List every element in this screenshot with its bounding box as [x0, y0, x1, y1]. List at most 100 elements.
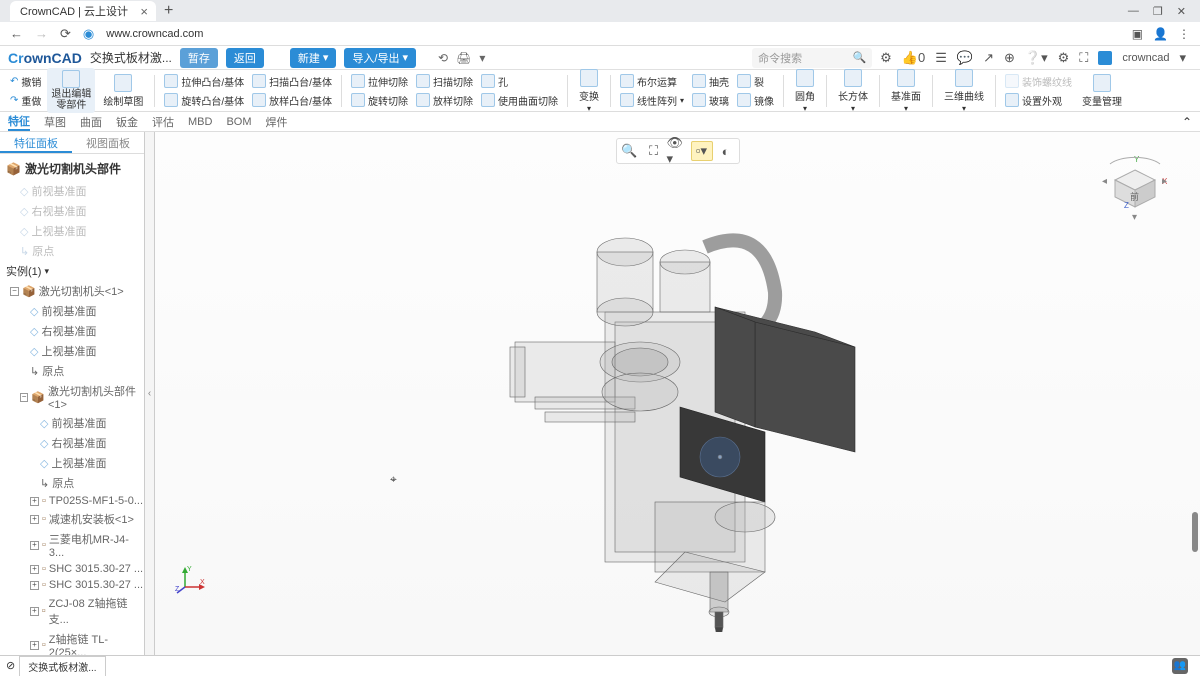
- tree-root[interactable]: 📦激光切割机头部件: [0, 156, 144, 181]
- loft-cut-button[interactable]: 放样切除: [414, 92, 475, 109]
- tree-plane[interactable]: ◇右视基准面: [0, 201, 144, 221]
- tree-part[interactable]: +▫Z轴拖链 TL-2(25×...: [0, 629, 144, 655]
- tree-plane[interactable]: ◇右视基准面: [0, 433, 144, 453]
- bottom-doc-tab[interactable]: 交换式板材激...: [19, 656, 105, 676]
- back-icon[interactable]: ←: [10, 26, 23, 41]
- thread-button[interactable]: 装饰螺纹线: [1003, 73, 1074, 90]
- scrollbar[interactable]: [1192, 512, 1198, 552]
- section-icon[interactable]: ◐: [715, 141, 737, 161]
- presence-icon[interactable]: 👥: [1172, 658, 1188, 674]
- tab-weldment[interactable]: 焊件: [266, 114, 288, 130]
- loft-boss-button[interactable]: 放样凸台/基体: [250, 92, 334, 109]
- toolbar-icon-2[interactable]: 🖨: [456, 51, 471, 65]
- pattern-button[interactable]: 线性阵列▾: [618, 92, 686, 109]
- tree-part[interactable]: +▫TP025S-MF1-5-0...: [0, 493, 144, 509]
- tab-bom[interactable]: BOM: [226, 116, 251, 128]
- hdr-icon-4[interactable]: 💬: [957, 50, 973, 66]
- window-close-icon[interactable]: ✕: [1177, 5, 1186, 18]
- profile-icon[interactable]: 👤: [1153, 27, 1168, 41]
- tree-asm[interactable]: −📦激光切割机头<1>: [0, 281, 144, 301]
- fillet-button[interactable]: 圆角▾: [791, 69, 819, 113]
- forward-icon[interactable]: →: [35, 26, 48, 41]
- tab-evaluate[interactable]: 评估: [152, 114, 174, 130]
- zoom-icon[interactable]: 🔍: [619, 141, 641, 161]
- fit-icon[interactable]: ⛶: [643, 141, 665, 161]
- panel-collapse-icon[interactable]: ‹: [145, 132, 155, 655]
- appearance-button[interactable]: 设置外观: [1003, 92, 1074, 109]
- import-export-button[interactable]: 导入/导出 ▾: [344, 48, 416, 68]
- sweep-cut-button[interactable]: 扫描切除: [414, 73, 475, 90]
- panel-tab-views[interactable]: 视图面板: [72, 132, 144, 153]
- plane-button[interactable]: 基准面▾: [887, 69, 925, 113]
- tree-origin[interactable]: ↳原点: [0, 473, 144, 493]
- tree-plane[interactable]: ◇上视基准面: [0, 453, 144, 473]
- view-cube[interactable]: 前 Y X Z ◂ ▸ ▾: [1100, 152, 1170, 222]
- shell-button[interactable]: 抽壳: [690, 73, 731, 90]
- mirror-button[interactable]: 镜像: [735, 92, 776, 109]
- url-field[interactable]: www.crowncad.com: [106, 28, 1119, 40]
- exit-edit-button[interactable]: 退出编辑 零部件: [47, 68, 95, 113]
- tree-part[interactable]: +▫减速机安装板<1>: [0, 509, 144, 529]
- app-logo[interactable]: CrownCAD: [8, 50, 82, 66]
- cube-button[interactable]: 长方体▾: [834, 69, 872, 113]
- 3d-viewport[interactable]: 🔍 ⛶ 👁▾ ▫▾ ◐: [155, 132, 1200, 655]
- extrude-cut-button[interactable]: 拉伸切除: [349, 73, 410, 90]
- user-name[interactable]: crowncad: [1122, 52, 1169, 64]
- menu-icon[interactable]: ⋮: [1178, 27, 1190, 41]
- ribbon-collapse-icon[interactable]: ⌃: [1182, 115, 1192, 129]
- user-dropdown-icon[interactable]: ▾: [1179, 50, 1186, 66]
- tab-close-icon[interactable]: ×: [140, 4, 148, 19]
- window-minimize-icon[interactable]: —: [1128, 5, 1139, 18]
- sketch-button[interactable]: 绘制草图: [99, 74, 147, 108]
- glass-button[interactable]: 玻璃: [690, 92, 731, 109]
- hdr-icon-7[interactable]: ❔▾: [1025, 50, 1048, 66]
- tab-sheetmetal[interactable]: 钣金: [116, 114, 138, 130]
- tab-surface[interactable]: 曲面: [80, 114, 102, 130]
- hdr-icon-9[interactable]: ⛶: [1079, 50, 1088, 66]
- browser-tab[interactable]: CrownCAD | 云上设计 ×: [10, 1, 156, 21]
- tree-plane[interactable]: ◇前视基准面: [0, 413, 144, 433]
- command-search[interactable]: 命令搜索 🔍: [752, 48, 872, 68]
- new-button[interactable]: 新建 ▾: [290, 48, 337, 68]
- hdr-icon-3[interactable]: ☰: [935, 50, 947, 66]
- sweep-boss-button[interactable]: 扫描凸台/基体: [250, 73, 334, 90]
- tree-plane[interactable]: ◇右视基准面: [0, 321, 144, 341]
- new-tab-button[interactable]: +: [164, 2, 173, 20]
- boolean-button[interactable]: 布尔运算: [618, 73, 686, 90]
- window-restore-icon[interactable]: ❐: [1153, 5, 1163, 18]
- panel-tab-features[interactable]: 特征面板: [0, 132, 72, 153]
- eye-icon[interactable]: 👁▾: [667, 141, 689, 161]
- redo-button[interactable]: ↷重做: [8, 92, 43, 109]
- hdr-icon-6[interactable]: ⊕: [1004, 50, 1015, 66]
- toolbar-icon-1[interactable]: ⟲: [438, 51, 448, 65]
- reload-icon[interactable]: ⟳: [60, 26, 71, 42]
- tree-plane[interactable]: ◇前视基准面: [0, 301, 144, 321]
- tree-part[interactable]: +▫ZCJ-08 Z轴拖链支...: [0, 593, 144, 629]
- tree-origin[interactable]: ↳原点: [0, 361, 144, 381]
- tab-features[interactable]: 特征: [8, 113, 30, 131]
- revolve-boss-button[interactable]: 旋转凸台/基体: [162, 92, 246, 109]
- surface-cut-button[interactable]: 使用曲面切除: [479, 92, 560, 109]
- tree-plane[interactable]: ◇上视基准面: [0, 221, 144, 241]
- extension-icon[interactable]: ▣: [1132, 27, 1143, 41]
- hdr-icon-2[interactable]: 👍0: [902, 50, 925, 66]
- convert-button[interactable]: 变换▾: [575, 69, 603, 113]
- hdr-icon-5[interactable]: ↗: [983, 50, 994, 66]
- tree-part[interactable]: +▫SHC 3015.30-27 ...: [0, 577, 144, 593]
- save-button[interactable]: 暂存: [180, 48, 218, 68]
- tree-part[interactable]: +▫三菱电机MR-J4-3...: [0, 529, 144, 561]
- curve3d-button[interactable]: 三维曲线▾: [940, 69, 988, 113]
- revolve-cut-button[interactable]: 旋转切除: [349, 92, 410, 109]
- back-button[interactable]: 返回: [226, 48, 264, 68]
- tree-instances[interactable]: 实例(1) ▾: [0, 261, 144, 281]
- document-name[interactable]: 交换式板材激...: [90, 49, 172, 66]
- split-button[interactable]: 裂: [735, 73, 776, 90]
- tree-origin[interactable]: ↳原点: [0, 241, 144, 261]
- vars-button[interactable]: 变量管理: [1078, 74, 1126, 108]
- tab-sketch[interactable]: 草图: [44, 114, 66, 130]
- tree-plane[interactable]: ◇前视基准面: [0, 181, 144, 201]
- tab-mbd[interactable]: MBD: [188, 116, 212, 128]
- extrude-boss-button[interactable]: 拉伸凸台/基体: [162, 73, 246, 90]
- hdr-icon-8[interactable]: ⚙: [1058, 50, 1070, 66]
- tree-plane[interactable]: ◇上视基准面: [0, 341, 144, 361]
